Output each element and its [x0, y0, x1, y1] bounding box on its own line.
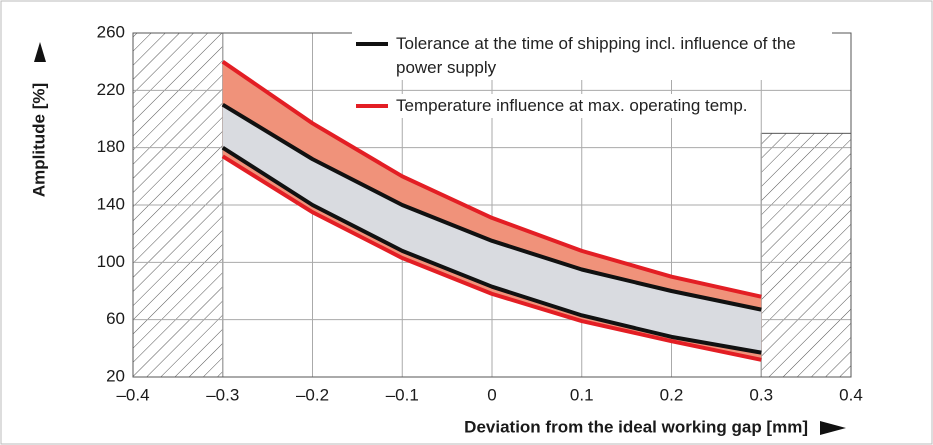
band-fill [222, 104, 762, 353]
legend-label: Temperature influence at max. operating … [396, 96, 748, 115]
legend-item: Temperature influence at max. operating … [352, 94, 754, 118]
x-tick-label: 0.1 [570, 385, 594, 404]
y-arrow [34, 42, 46, 62]
y-tick-label: 140 [97, 194, 125, 213]
plot-area: 20 60 100 140 180 220 260 –0.4 –0.3 –0.2 –0.1 0 0.1 0… [97, 22, 863, 404]
x-tick-label: –0.3 [206, 385, 239, 404]
band-line [221, 102, 762, 312]
y-axis-label: Amplitude [%] [29, 83, 48, 197]
x-axis-label: Deviation from the ideal working gap [mm… [464, 417, 808, 436]
band-line [221, 154, 762, 362]
band-line [221, 60, 762, 299]
y-tick-label: 220 [97, 80, 125, 99]
y-tick-label: 100 [97, 252, 125, 271]
x-tick-label: –0.4 [116, 385, 149, 404]
y-tick-label: 180 [97, 137, 125, 156]
x-tick-label: –0.1 [386, 385, 419, 404]
legend-swatch [356, 42, 388, 46]
y-tick-label: 260 [97, 22, 125, 41]
x-tick-label: 0.3 [749, 385, 773, 404]
x-tick-label: 0.4 [839, 385, 863, 404]
hatched-region [760, 132, 852, 378]
x-tick-label: –0.2 [296, 385, 329, 404]
x-arrow [820, 421, 846, 435]
x-tick-label: 0.2 [660, 385, 684, 404]
legend-swatch [356, 104, 388, 108]
y-tick-label: 20 [106, 366, 125, 385]
x-tick-label: 0 [487, 385, 496, 404]
y-tick-label: 60 [106, 309, 125, 328]
legend-item: Tolerance at the time of shipping incl. … [352, 32, 832, 80]
band-line [221, 145, 762, 355]
legend-label: Tolerance at the time of shipping incl. … [396, 34, 796, 77]
